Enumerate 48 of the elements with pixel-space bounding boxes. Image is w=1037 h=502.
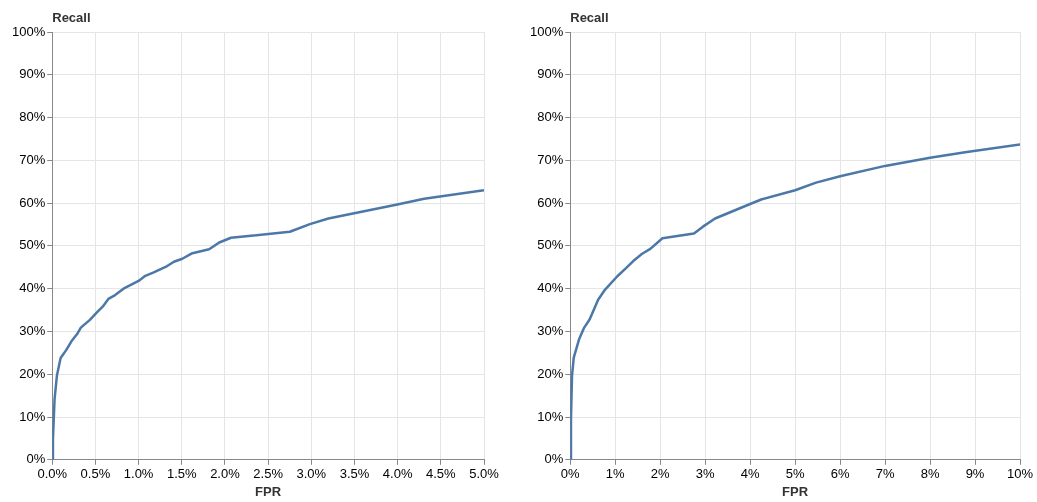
x-tick-label: 10% <box>1006 466 1034 482</box>
x-tick-label: 6% <box>830 466 850 482</box>
y-tick-label: 30% <box>537 323 564 339</box>
y-tick-label: 100% <box>530 23 564 39</box>
x-tick-label: 4.5% <box>426 466 457 482</box>
y-tick-label: 30% <box>19 323 46 339</box>
x-tick-label: 0% <box>560 466 581 482</box>
x-tick-label: 4.0% <box>382 466 413 482</box>
y-tick-label: 0% <box>26 451 46 467</box>
y-tick-label: 100% <box>12 23 46 39</box>
y-tick-label: 90% <box>19 66 46 82</box>
y-tick-label: 40% <box>19 280 46 296</box>
x-tick-label: 4% <box>740 466 760 482</box>
y-tick-label: 50% <box>19 237 46 253</box>
x-tick-label: 2% <box>650 466 671 482</box>
y-tick-label: 20% <box>537 365 564 381</box>
x-tick-label: 1.5% <box>166 466 198 482</box>
y-axis-title: Recall <box>52 10 91 26</box>
x-tick-label: 2.5% <box>253 466 284 482</box>
y-tick-label: 0% <box>544 451 564 467</box>
y-tick-label: 90% <box>537 66 564 82</box>
y-tick-label: 80% <box>537 109 564 125</box>
y-tick-label: 10% <box>19 408 46 424</box>
x-tick-label: 9% <box>965 466 985 482</box>
x-tick-label: 5.0% <box>469 466 500 482</box>
y-tick-label: 70% <box>19 151 46 167</box>
x-tick-label: 2.0% <box>210 466 241 482</box>
x-tick-label: 3.5% <box>339 466 370 482</box>
y-tick-label: 40% <box>537 280 564 296</box>
x-tick-label: 0.0% <box>37 466 68 482</box>
y-tick-label: 60% <box>19 194 46 210</box>
y-tick-label: 60% <box>537 194 564 210</box>
x-tick-label: 1.0% <box>123 466 154 482</box>
x-tick-label: 7% <box>875 466 895 482</box>
y-tick-label: 70% <box>537 151 564 167</box>
x-axis-title: FPR <box>255 483 282 499</box>
x-tick-label: 0.5% <box>80 466 111 482</box>
x-tick-label: 5% <box>785 466 805 482</box>
y-tick-label: 50% <box>537 237 564 253</box>
y-axis-title: Recall <box>570 10 609 26</box>
y-tick-label: 10% <box>537 408 564 424</box>
x-axis-title: FPR <box>782 483 809 499</box>
x-tick-label: 3% <box>695 466 716 482</box>
x-tick-label: 3.0% <box>296 466 327 482</box>
y-tick-label: 20% <box>19 365 46 381</box>
y-tick-label: 80% <box>19 109 46 125</box>
x-tick-label: 1% <box>605 466 626 482</box>
x-tick-label: 8% <box>920 466 940 482</box>
